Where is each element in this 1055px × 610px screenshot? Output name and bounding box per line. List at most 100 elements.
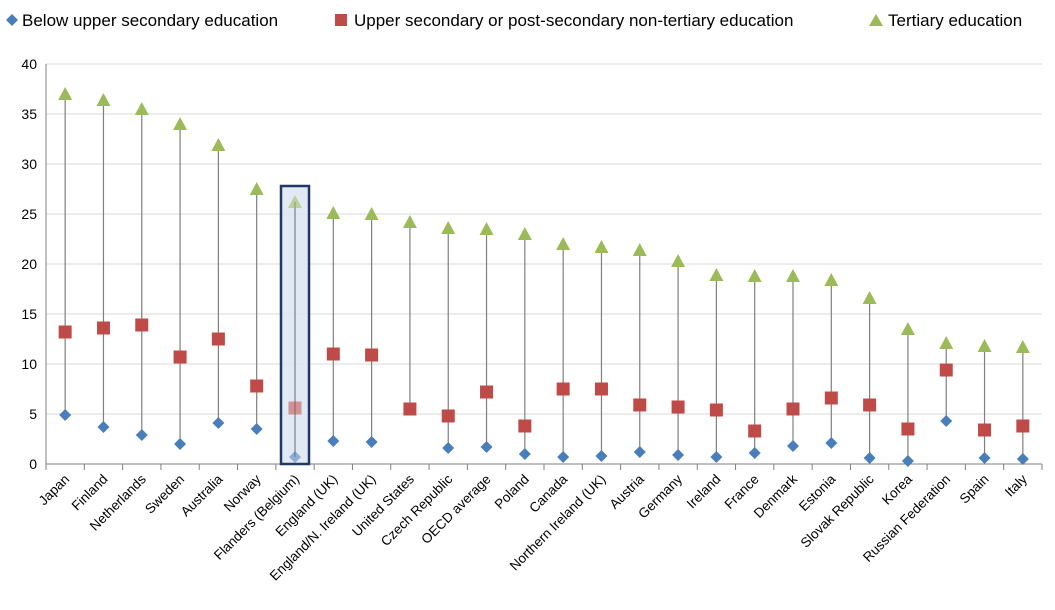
legend-label-upper-secondary: Upper secondary or post-secondary non-te… [354, 11, 793, 30]
square-point [556, 382, 570, 396]
diamond-point [901, 455, 914, 467]
square-point [403, 402, 417, 416]
range-lines [64, 94, 1024, 461]
diamond-point [710, 451, 723, 463]
triangle-point [96, 93, 111, 106]
data-markers [58, 87, 1030, 467]
triangle-point [862, 291, 877, 304]
diamond-point [748, 447, 761, 459]
diamond-point [327, 435, 340, 447]
square-point [863, 398, 877, 412]
triangle-point [977, 339, 992, 352]
triangle-point [249, 182, 264, 195]
triangle-point [211, 138, 226, 151]
diamond-point [250, 423, 263, 435]
triangle-point [900, 322, 915, 335]
y-tick-label: 35 [21, 106, 37, 122]
y-tick-label: 10 [21, 356, 37, 372]
square-point [365, 348, 379, 362]
triangle-point [594, 240, 609, 253]
diamond-point [212, 417, 225, 429]
square-point [978, 423, 992, 437]
triangle-point [824, 273, 839, 286]
square-point [173, 350, 187, 364]
triangle-point [288, 195, 302, 208]
square-point [786, 402, 800, 416]
square-point [594, 382, 608, 396]
y-tick-label: 15 [21, 306, 37, 322]
triangle-point [479, 222, 494, 235]
triangle-point [939, 336, 954, 349]
diamond-point [289, 451, 301, 463]
square-point [211, 332, 225, 346]
legend-item-below-upper-secondary: Below upper secondary education [6, 11, 278, 30]
triangle-point [1015, 340, 1030, 353]
triangle-point [58, 87, 73, 100]
diamond-point [59, 409, 72, 421]
diamond-point [863, 452, 876, 464]
triangle-point [786, 269, 800, 282]
square-point [824, 391, 838, 405]
diamond-point [97, 421, 110, 433]
x-tick-label: Ireland [684, 472, 724, 512]
diamond-point [787, 440, 799, 452]
diamond-marker-icon [6, 14, 18, 26]
diamond-point [633, 446, 646, 458]
diamond-point [442, 442, 455, 454]
square-point [518, 419, 532, 433]
x-tick-label: Korea [879, 471, 915, 507]
square-point [939, 363, 953, 377]
x-tick-label: Italy [1002, 471, 1030, 499]
y-tick-label: 30 [21, 156, 37, 172]
triangle-point [556, 237, 571, 250]
square-point [901, 422, 915, 436]
diamond-point [135, 429, 148, 441]
triangle-marker-icon [869, 14, 883, 26]
diamond-point [940, 415, 953, 427]
diamond-point [174, 438, 187, 450]
x-axis: JapanFinlandNetherlandsSwedenAustraliaNo… [36, 464, 1043, 583]
legend-item-upper-secondary: Upper secondary or post-secondary non-te… [335, 11, 793, 30]
diamond-point [557, 451, 570, 463]
square-point [480, 385, 494, 399]
legend: Below upper secondary education Upper se… [6, 11, 1022, 30]
square-point [288, 401, 302, 415]
square-point [250, 379, 264, 393]
y-tick-label: 5 [29, 406, 37, 422]
square-point [58, 325, 72, 339]
triangle-point [632, 243, 647, 256]
square-point [633, 398, 647, 412]
diamond-point [978, 452, 991, 464]
diamond-point [365, 436, 378, 448]
diamond-point [480, 441, 493, 453]
square-point [748, 424, 762, 438]
triangle-point [441, 221, 456, 234]
y-tick-label: 0 [29, 456, 37, 472]
diamond-point [595, 450, 608, 462]
diamond-point [672, 449, 685, 461]
y-tick-label: 20 [21, 256, 37, 272]
square-point [709, 403, 723, 417]
x-tick-label: Spain [957, 472, 992, 507]
x-tick-label: Japan [36, 472, 73, 509]
square-point [326, 347, 340, 361]
y-tick-label: 40 [21, 56, 37, 72]
gridlines [46, 63, 1042, 465]
triangle-point [326, 206, 341, 219]
x-tick-label: OECD average [418, 472, 493, 547]
y-tick-label: 25 [21, 206, 37, 222]
square-point [1016, 419, 1030, 433]
triangle-point [747, 269, 762, 282]
triangle-point [709, 268, 724, 281]
x-tick-label: Australia [178, 471, 226, 519]
triangle-point [364, 207, 379, 220]
legend-label-below-upper-secondary: Below upper secondary education [22, 11, 278, 30]
square-point [671, 400, 685, 414]
legend-item-tertiary: Tertiary education [869, 11, 1022, 30]
triangle-point [402, 215, 417, 228]
y-axis: 0 5 10 15 20 25 30 35 40 [21, 56, 47, 472]
diamond-point [518, 448, 531, 460]
diamond-point [1016, 453, 1029, 465]
square-marker-icon [335, 14, 347, 26]
